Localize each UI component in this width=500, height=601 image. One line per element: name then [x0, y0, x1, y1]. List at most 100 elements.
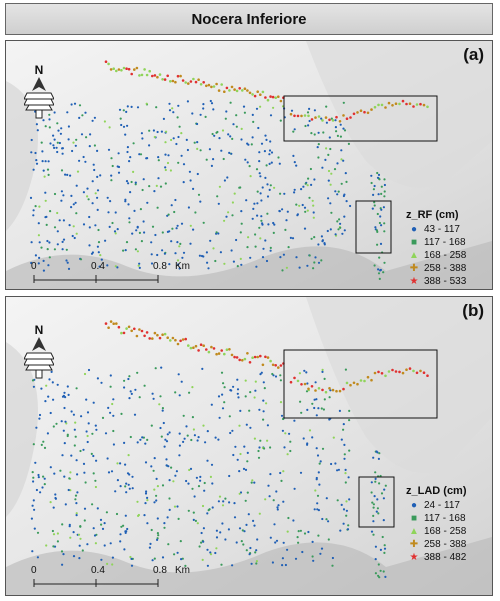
survey-point — [44, 160, 47, 163]
survey-point — [238, 358, 241, 362]
survey-point — [310, 183, 313, 186]
survey-point — [236, 388, 240, 391]
survey-point — [233, 516, 237, 519]
survey-point — [117, 171, 121, 174]
survey-point — [303, 206, 307, 209]
survey-point — [75, 512, 78, 515]
survey-point — [252, 519, 255, 522]
survey-point — [187, 482, 190, 485]
survey-point — [306, 111, 310, 114]
survey-point — [237, 396, 240, 399]
survey-point — [64, 173, 67, 176]
survey-point — [336, 469, 339, 472]
survey-point — [310, 132, 313, 135]
survey-point — [387, 101, 391, 105]
survey-point — [104, 60, 108, 63]
survey-point — [82, 155, 85, 159]
survey-point — [289, 236, 292, 239]
survey-point — [212, 247, 215, 250]
survey-point — [139, 153, 143, 156]
survey-point — [336, 134, 339, 137]
survey-point — [231, 137, 234, 140]
survey-point — [315, 414, 318, 417]
survey-point — [55, 146, 58, 149]
compass-icon — [24, 77, 54, 119]
survey-point — [110, 174, 113, 177]
survey-point — [339, 123, 342, 126]
survey-point — [37, 222, 40, 225]
survey-point — [312, 204, 315, 207]
survey-point — [223, 90, 226, 93]
survey-point — [377, 512, 380, 515]
survey-point — [331, 564, 334, 567]
survey-point — [41, 486, 44, 489]
survey-point — [330, 172, 333, 175]
survey-point — [298, 372, 301, 375]
survey-point — [193, 495, 196, 498]
survey-point — [136, 371, 139, 374]
survey-point — [86, 187, 89, 190]
survey-point — [254, 389, 257, 392]
survey-point — [37, 234, 40, 237]
star-symbol-icon: ★ — [409, 552, 419, 563]
survey-point — [229, 101, 232, 104]
survey-point — [215, 352, 218, 356]
survey-point — [349, 204, 352, 208]
survey-point — [64, 503, 67, 506]
survey-point — [235, 114, 238, 117]
survey-point — [206, 430, 209, 433]
survey-point — [363, 379, 366, 383]
survey-point — [123, 379, 126, 382]
survey-point — [324, 390, 328, 394]
survey-point — [233, 88, 236, 91]
survey-point — [127, 203, 130, 206]
survey-point — [56, 230, 59, 233]
survey-point — [249, 426, 252, 429]
survey-point — [103, 522, 106, 525]
survey-point — [311, 540, 314, 543]
survey-point — [240, 222, 243, 225]
survey-point — [74, 144, 77, 147]
survey-point — [34, 205, 37, 208]
survey-point — [254, 551, 257, 554]
survey-point — [191, 386, 194, 389]
survey-point — [115, 512, 119, 516]
survey-point — [260, 142, 264, 145]
survey-point — [144, 502, 147, 505]
survey-point — [42, 475, 45, 478]
survey-point — [122, 109, 125, 112]
survey-point — [328, 418, 331, 421]
survey-point — [127, 483, 130, 486]
survey-point — [39, 491, 42, 494]
survey-point — [153, 135, 156, 139]
survey-point — [370, 181, 373, 185]
survey-point — [60, 550, 64, 553]
survey-point — [213, 134, 216, 137]
survey-point — [240, 138, 243, 141]
survey-point — [42, 169, 45, 172]
survey-point — [158, 403, 161, 406]
survey-point — [53, 111, 56, 114]
survey-point — [198, 545, 201, 548]
survey-point — [248, 165, 251, 168]
survey-point — [299, 529, 302, 532]
survey-point — [215, 82, 218, 86]
survey-point — [242, 105, 246, 108]
survey-point — [128, 375, 131, 378]
survey-point — [415, 103, 419, 106]
survey-point — [229, 135, 232, 138]
survey-point — [262, 410, 265, 413]
survey-point — [138, 328, 141, 331]
survey-point — [69, 489, 72, 492]
survey-point — [70, 454, 73, 457]
survey-point — [120, 123, 123, 127]
survey-point — [87, 198, 90, 201]
survey-point — [273, 186, 276, 189]
survey-point — [170, 204, 173, 207]
survey-point — [144, 442, 147, 445]
legend-label: 24 - 117 — [424, 500, 460, 511]
survey-point — [373, 204, 376, 207]
survey-point — [323, 377, 326, 380]
survey-point — [340, 182, 343, 185]
survey-point — [174, 338, 177, 342]
